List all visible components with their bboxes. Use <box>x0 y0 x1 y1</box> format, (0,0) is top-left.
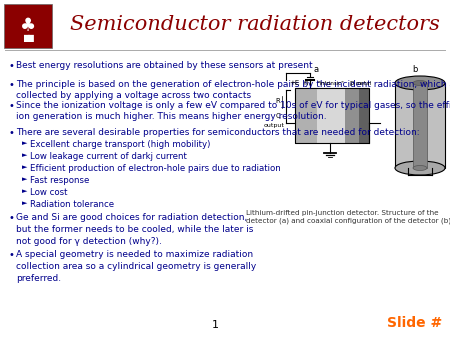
Text: output: output <box>264 123 284 128</box>
Bar <box>4 4 52 48</box>
Bar <box>413 83 427 168</box>
Text: ►: ► <box>22 152 27 158</box>
Text: ►: ► <box>22 188 27 194</box>
Text: The principle is based on the generation of electron-hole pairs by the incident : The principle is based on the generation… <box>16 80 450 100</box>
Text: p: p <box>449 78 450 83</box>
Text: A special geometry is needed to maximize radiation
collection area so a cylindri: A special geometry is needed to maximize… <box>16 250 256 283</box>
Text: ►: ► <box>22 200 27 206</box>
Text: "intrinsic": "intrinsic" <box>318 81 344 86</box>
Ellipse shape <box>413 80 427 86</box>
Text: +E: +E <box>289 80 299 86</box>
Bar <box>359 88 369 143</box>
Bar <box>345 88 359 143</box>
Text: Efficient production of electron-hole pairs due to radiation: Efficient production of electron-hole pa… <box>30 164 281 173</box>
Text: Fast response: Fast response <box>30 176 90 185</box>
Text: Excellent charge transport (high mobility): Excellent charge transport (high mobilit… <box>30 140 211 149</box>
Text: ██: ██ <box>22 34 33 42</box>
Text: p: p <box>350 80 354 86</box>
Text: n: n <box>304 80 308 86</box>
Bar <box>395 83 445 168</box>
Text: •: • <box>8 61 14 71</box>
Text: n: n <box>449 86 450 91</box>
Text: ►: ► <box>22 140 27 146</box>
Ellipse shape <box>413 166 427 170</box>
Text: Radiation tolerance: Radiation tolerance <box>30 200 114 209</box>
Bar <box>295 88 369 143</box>
Text: b: b <box>412 65 418 74</box>
Text: ►: ► <box>22 176 27 182</box>
Ellipse shape <box>395 76 445 90</box>
Text: ►: ► <box>22 164 27 170</box>
Text: Ge and Si are good choices for radiation detection,
but the former needs to be c: Ge and Si are good choices for radiation… <box>16 213 253 246</box>
Text: •: • <box>8 128 14 138</box>
Text: Low leakage current of darkj current: Low leakage current of darkj current <box>30 152 187 161</box>
Text: Low cost: Low cost <box>30 188 68 197</box>
Text: Slide #: Slide # <box>387 316 443 330</box>
Text: R: R <box>275 98 280 104</box>
Text: •: • <box>8 80 14 90</box>
Text: C: C <box>275 113 280 119</box>
Text: n: n <box>449 125 450 130</box>
Text: ♣: ♣ <box>20 17 36 35</box>
Text: a: a <box>314 65 319 74</box>
Text: •: • <box>8 250 14 260</box>
Text: Best energy resolutions are obtained by these sensors at present: Best energy resolutions are obtained by … <box>16 61 313 70</box>
Text: metal: metal <box>356 81 372 86</box>
Text: Since the ionization voltage is only a few eV compared to 10s of eV for typical : Since the ionization voltage is only a f… <box>16 101 450 121</box>
Text: There are several desirable properties for semiconductors that are needed for de: There are several desirable properties f… <box>16 128 419 137</box>
Bar <box>317 88 345 143</box>
Text: •: • <box>8 213 14 223</box>
Text: •: • <box>8 101 14 111</box>
Text: 1: 1 <box>212 320 219 330</box>
Ellipse shape <box>395 161 445 175</box>
Bar <box>295 88 317 143</box>
Text: Semiconductor radiation detectors: Semiconductor radiation detectors <box>70 16 440 34</box>
Text: Lithium-drifted pin-junction detector. Structure of the
detector (a) and coaxial: Lithium-drifted pin-junction detector. S… <box>246 210 450 224</box>
